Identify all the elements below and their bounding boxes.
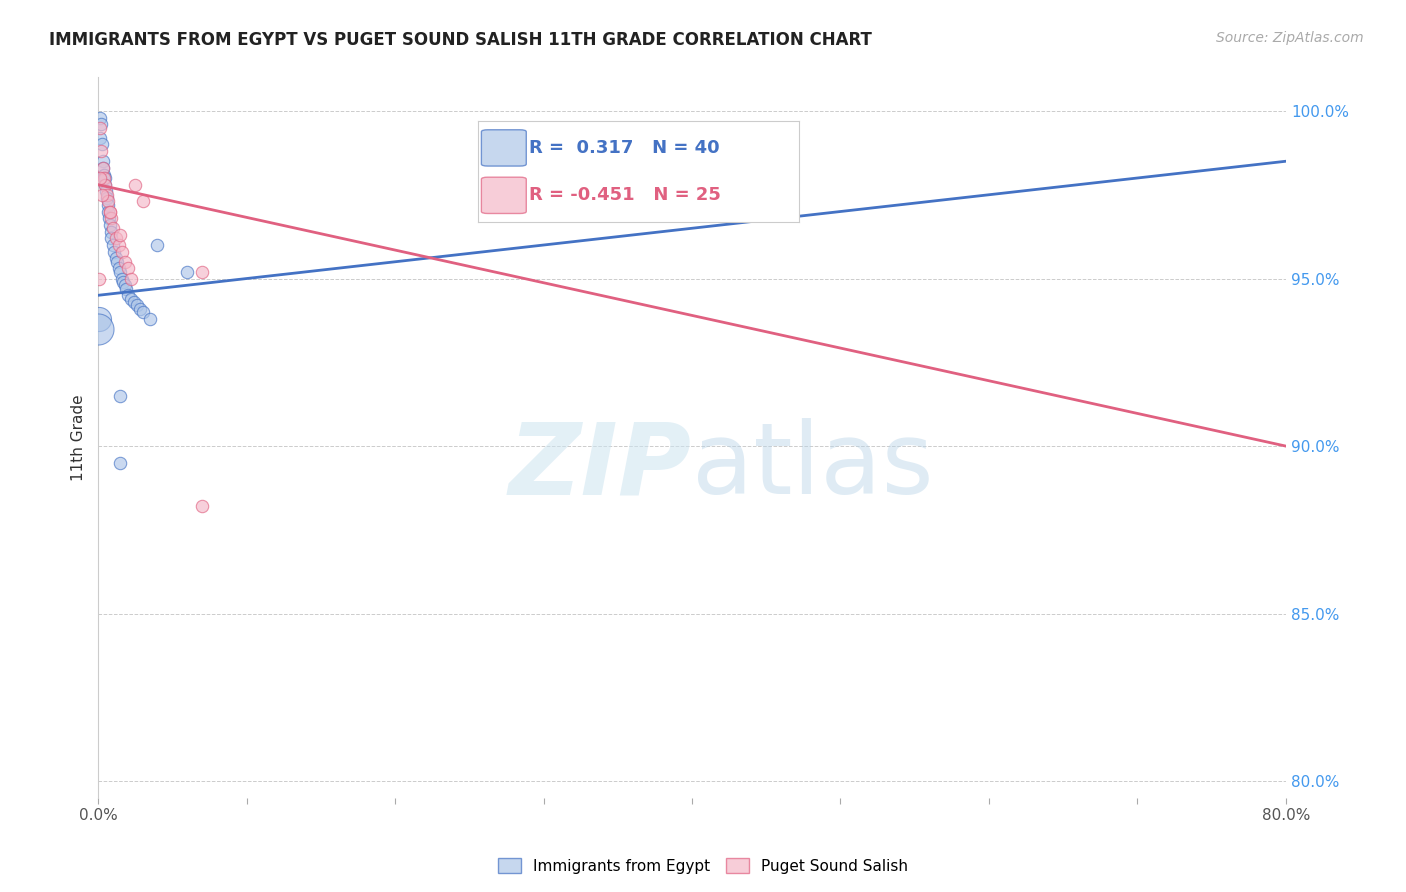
Point — [90, 187, 112, 202]
Point — [89, 171, 111, 186]
Point — [128, 301, 150, 316]
Point — [114, 254, 136, 268]
Point — [100, 231, 122, 245]
Point — [146, 238, 169, 252]
Point — [89, 120, 111, 135]
Point — [101, 238, 124, 252]
Point — [110, 389, 132, 403]
Point — [110, 456, 132, 470]
Point — [176, 265, 198, 279]
Text: ZIP: ZIP — [509, 418, 692, 515]
Point — [89, 130, 111, 145]
Point — [93, 171, 115, 186]
Point — [104, 231, 127, 245]
Point — [96, 191, 118, 205]
Point — [90, 117, 112, 131]
Point — [87, 322, 110, 336]
Point — [131, 194, 153, 209]
Point — [131, 305, 153, 319]
Point — [93, 168, 115, 182]
Point — [103, 244, 125, 259]
Point — [111, 271, 134, 285]
Point — [98, 204, 121, 219]
Legend: Immigrants from Egypt, Puget Sound Salish: Immigrants from Egypt, Puget Sound Salis… — [492, 852, 914, 880]
Point — [112, 275, 135, 289]
Point — [98, 211, 121, 226]
Point — [90, 144, 112, 158]
Point — [110, 265, 132, 279]
Point — [90, 137, 112, 152]
Point — [101, 221, 124, 235]
Point — [191, 265, 214, 279]
Point — [105, 254, 128, 268]
Point — [125, 298, 148, 312]
Point — [87, 311, 110, 326]
Point — [91, 154, 114, 169]
Point — [108, 238, 131, 252]
Point — [98, 204, 121, 219]
Point — [120, 292, 142, 306]
Point — [111, 244, 134, 259]
Point — [94, 178, 117, 192]
Point — [100, 211, 122, 226]
Point — [87, 271, 110, 285]
Point — [100, 225, 122, 239]
Point — [139, 311, 162, 326]
Point — [97, 204, 120, 219]
Y-axis label: 11th Grade: 11th Grade — [72, 394, 86, 481]
Text: Source: ZipAtlas.com: Source: ZipAtlas.com — [1216, 31, 1364, 45]
Point — [122, 295, 145, 310]
Point — [91, 161, 114, 175]
Point — [97, 194, 120, 209]
Point — [110, 227, 132, 242]
Point — [91, 161, 114, 175]
Point — [191, 500, 214, 514]
Point — [97, 198, 120, 212]
Point — [117, 288, 139, 302]
Point — [117, 261, 139, 276]
Point — [120, 271, 142, 285]
Point — [96, 185, 118, 199]
Text: IMMIGRANTS FROM EGYPT VS PUGET SOUND SALISH 11TH GRADE CORRELATION CHART: IMMIGRANTS FROM EGYPT VS PUGET SOUND SAL… — [49, 31, 872, 49]
Point — [96, 187, 118, 202]
Point — [114, 278, 136, 293]
Point — [104, 252, 127, 266]
Text: atlas: atlas — [692, 418, 934, 515]
Point — [98, 218, 121, 232]
Point — [94, 178, 117, 192]
Point — [93, 171, 115, 186]
Point — [108, 261, 131, 276]
Point — [89, 111, 111, 125]
Point — [115, 282, 138, 296]
Point — [124, 178, 146, 192]
